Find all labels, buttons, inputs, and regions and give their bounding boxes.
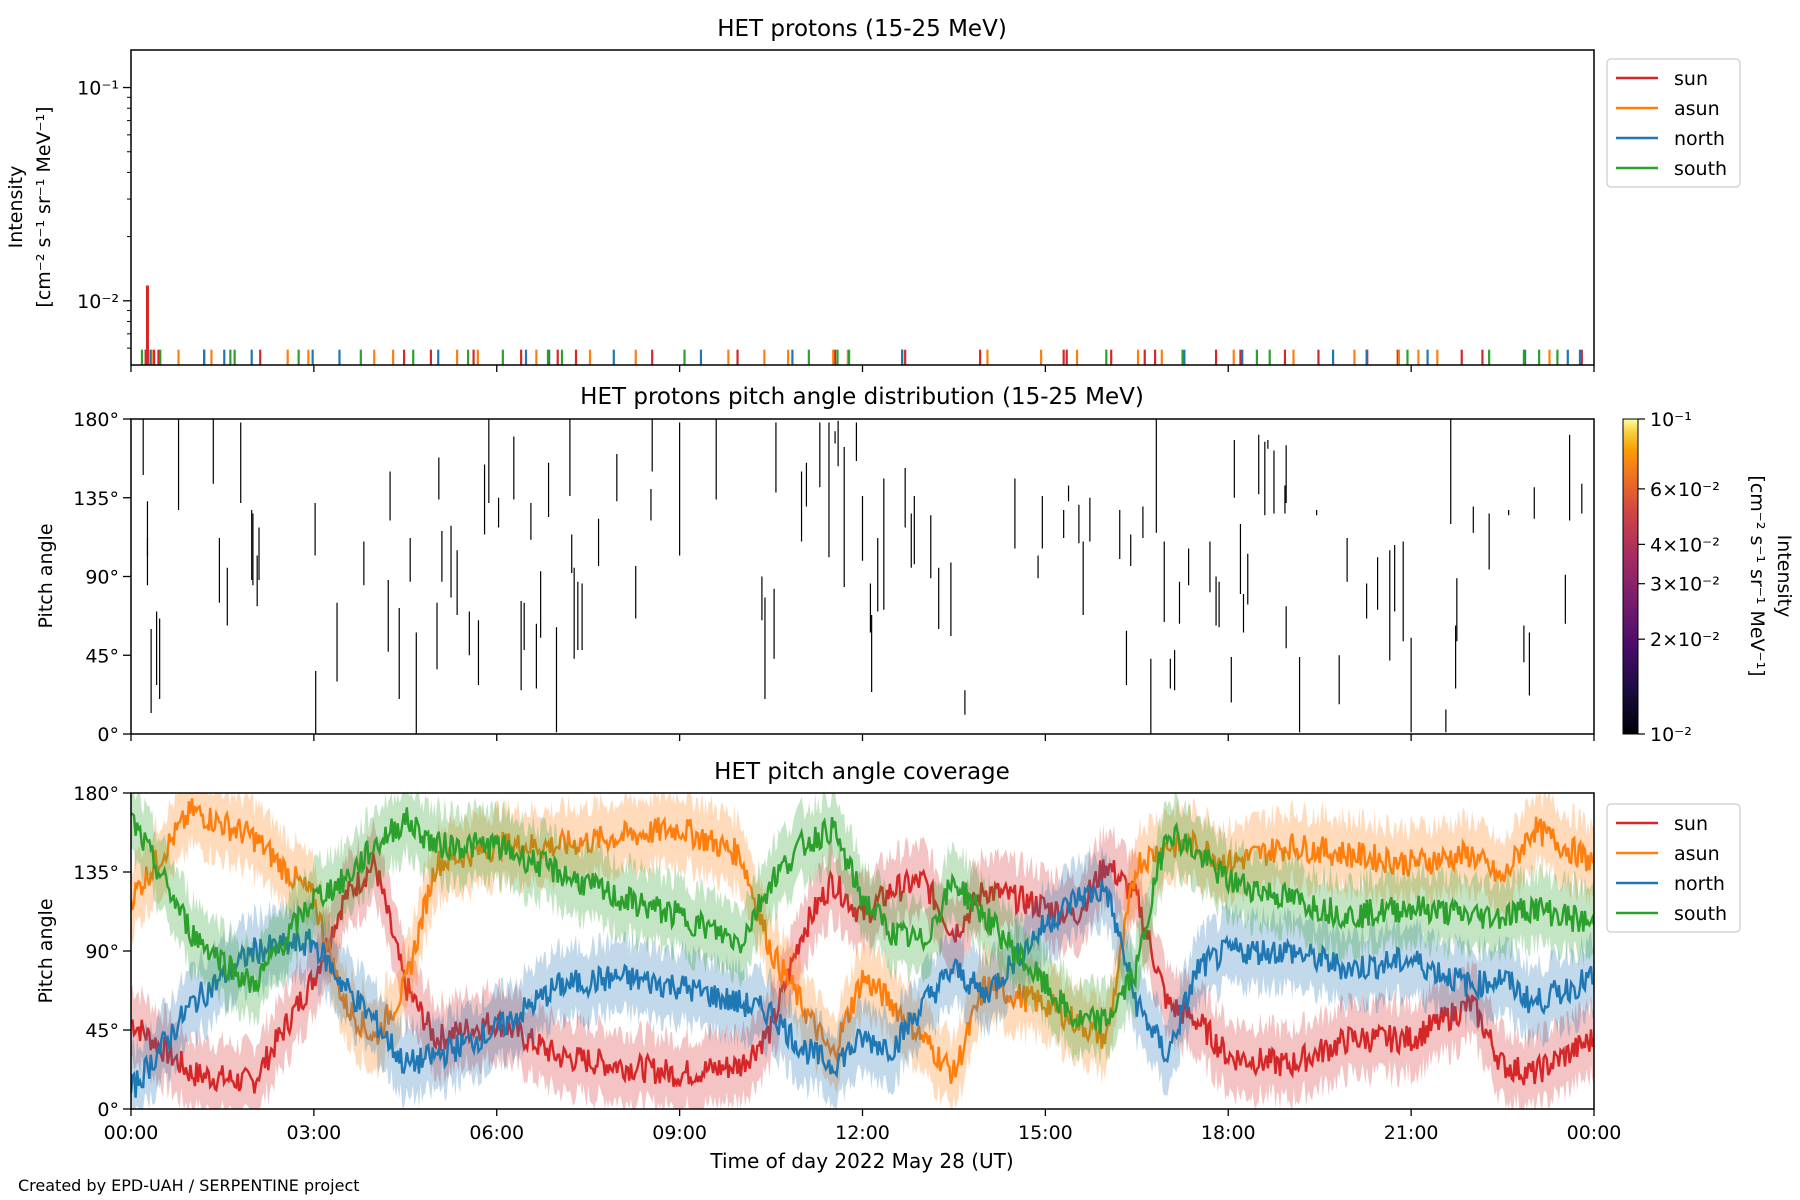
panel2-y-axis: 0° 45° 90° 135° 180° [73, 409, 131, 746]
y-tick-label: 0° [97, 1099, 119, 1121]
legend-panel1: sun asun north south [1606, 58, 1741, 188]
panel1-plot-area [140, 285, 1583, 365]
y-tick-label: 10⁻¹ [77, 78, 119, 100]
panel3-y-axis: 0° 45° 90° 135° 180° [73, 783, 131, 1121]
y-tick-label: 90° [85, 567, 119, 589]
x-tick-label: 18:00 [1201, 1122, 1256, 1144]
y-tick-label: 0° [97, 724, 119, 746]
colorbar-tick-label: 10⁻² [1650, 724, 1692, 746]
panel1-ylabel-units: [cm⁻² s⁻¹ sr⁻¹ MeV⁻¹] [33, 106, 55, 307]
panel-pitch-angle-distribution: HET protons pitch angle distribution (15… [35, 384, 1795, 746]
legend-panel3: sun asun north south [1606, 803, 1741, 933]
x-tick-label: 00:00 [104, 1122, 159, 1144]
panel3-x-axis: 00:00 03:00 06:00 09:00 12:00 15:00 18:00 21:00… [104, 1109, 1622, 1144]
panel2-plot-area [142, 419, 1583, 734]
colorbar [1622, 418, 1639, 735]
x-tick-label: 21:00 [1384, 1122, 1439, 1144]
panel3-plot-area [131, 793, 1594, 1109]
band-north [131, 845, 1594, 1109]
line-north [131, 880, 1594, 1098]
line-asun [131, 798, 1594, 1085]
panel2-frame [130, 418, 1595, 735]
y-tick-label: 45° [85, 1020, 119, 1042]
legend-box [1606, 58, 1741, 188]
x-tick-label: 00:00 [1567, 1122, 1622, 1144]
legend-label-asun: asun [1674, 98, 1720, 120]
colorbar-ticks: 10⁻¹ 6×10⁻² 4×10⁻² 3×10⁻² 2×10⁻² 10⁻² [1638, 409, 1720, 746]
legend-label-south: south [1674, 158, 1727, 180]
y-tick-label: 135° [73, 862, 119, 884]
panel1-x-ticks [130, 365, 1595, 372]
panel2-x-ticks [130, 734, 1595, 741]
colorbar-tick-label: 4×10⁻² [1650, 534, 1720, 556]
colorbar-tick-label: 6×10⁻² [1650, 479, 1720, 501]
colorbar-label: Intensity [1773, 535, 1795, 618]
legend-label-north: north [1674, 873, 1725, 895]
panel1-title: HET protons (15-25 MeV) [717, 16, 1007, 42]
x-tick-label: 06:00 [469, 1122, 524, 1144]
legend-label-asun: asun [1674, 843, 1720, 865]
x-tick-label: 03:00 [286, 1122, 341, 1144]
panel2-title: HET protons pitch angle distribution (15… [580, 384, 1144, 410]
band-sun [131, 818, 1594, 1109]
y-tick-label: 45° [85, 645, 119, 667]
x-axis-label: Time of day 2022 May 28 (UT) [709, 1149, 1013, 1173]
panel3-title: HET pitch angle coverage [714, 759, 1010, 785]
legend-label-sun: sun [1674, 813, 1708, 835]
colorbar-label-units: [cm⁻² s⁻¹ sr⁻¹ MeV⁻¹] [1746, 475, 1768, 676]
footer-credit: Created by EPD-UAH / SERPENTINE project [18, 1176, 360, 1195]
colorbar-tick-label: 3×10⁻² [1650, 574, 1720, 596]
legend-label-north: north [1674, 128, 1725, 150]
panel-intensity: HET protons (15-25 MeV) 10⁻¹ 10⁻² Intensi… [5, 16, 1741, 372]
panel1-frame [130, 49, 1595, 366]
legend-label-south: south [1674, 903, 1727, 925]
x-tick-label: 09:00 [652, 1122, 707, 1144]
legend-box [1606, 803, 1741, 933]
y-tick-label: 180° [73, 409, 119, 431]
panel1-ylabel: Intensity [5, 166, 27, 249]
panel3-ylabel: Pitch angle [35, 898, 57, 1003]
y-tick-label: 10⁻² [77, 291, 119, 313]
colorbar-tick-label: 10⁻¹ [1650, 409, 1692, 431]
band-asun [131, 793, 1594, 1109]
legend-label-sun: sun [1674, 68, 1708, 90]
line-south [131, 807, 1594, 1034]
y-tick-label: 90° [85, 941, 119, 963]
y-tick-label: 135° [73, 488, 119, 510]
x-tick-label: 15:00 [1018, 1122, 1073, 1144]
panel-pitch-angle-coverage: HET pitch angle coverage 0° 45° 90° 135° 180… [35, 759, 1741, 1173]
x-tick-label: 12:00 [835, 1122, 890, 1144]
y-tick-label: 180° [73, 783, 119, 805]
panel2-ylabel: Pitch angle [35, 523, 57, 628]
band-south [131, 793, 1594, 1069]
panel1-y-axis: 10⁻¹ 10⁻² [77, 78, 131, 349]
colorbar-tick-label: 2×10⁻² [1650, 629, 1720, 651]
